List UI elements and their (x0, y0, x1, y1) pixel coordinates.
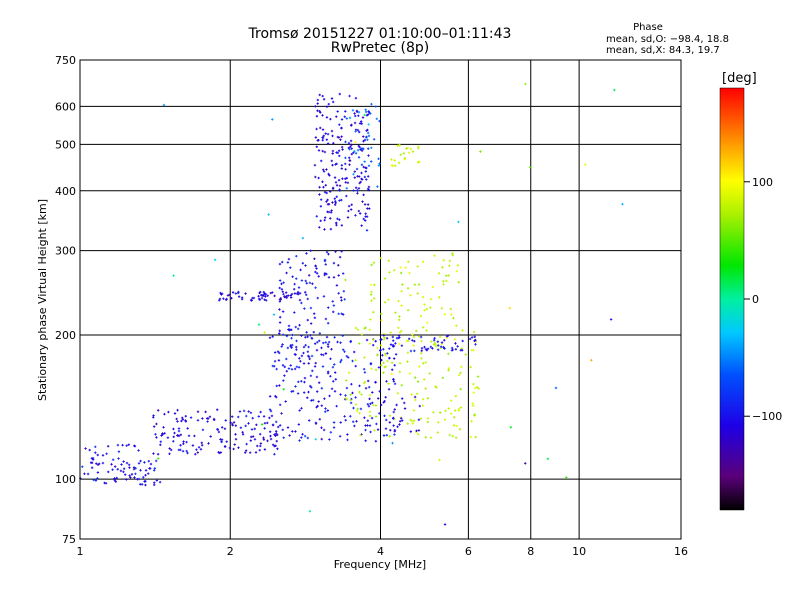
data-points (79, 82, 624, 526)
chart-subtitle: RwPretec (8p) (330, 40, 430, 56)
grid-lines (80, 60, 681, 539)
colorbar-tick-label: 100 (752, 176, 773, 189)
colorbar (719, 87, 745, 511)
phase-legend-x-mode: mean, sd,X: 84.3, 19.7 (606, 45, 720, 56)
axis-ticks: 1 2 4 6 8 10 16 75 100 200 300 400 500 600 750 (55, 54, 688, 558)
colorbar-ticks: 100 0 −100 (744, 176, 782, 423)
y-tick-label: 75 (62, 533, 76, 546)
colorbar-tick-label: 0 (752, 293, 759, 306)
colorbar-unit-label: [deg] (722, 71, 757, 86)
x-tick-label: 8 (527, 545, 534, 558)
x-tick-label: 4 (377, 545, 384, 558)
chart-title: Tromsø 20151227 01:10:00–01:11:43 (248, 26, 512, 42)
y-tick-label: 200 (55, 329, 76, 342)
x-tick-label: 16 (674, 545, 688, 558)
y-tick-label: 500 (55, 138, 76, 151)
phase-legend-o-mode: mean, sd,O: −98.4, 18.8 (606, 34, 729, 45)
y-axis-label: Stationary phase Virtual Height [km] (36, 199, 49, 401)
plot-frame (79, 59, 682, 540)
y-tick-label: 750 (55, 54, 76, 67)
y-tick-label: 300 (55, 245, 76, 258)
x-tick-label: 1 (77, 545, 84, 558)
y-tick-label: 100 (55, 473, 76, 486)
y-tick-label: 400 (55, 185, 76, 198)
x-tick-label: 10 (572, 545, 586, 558)
x-tick-label: 2 (227, 545, 234, 558)
x-axis-label: Frequency [MHz] (334, 558, 426, 571)
x-tick-label: 6 (465, 545, 472, 558)
y-tick-label: 600 (55, 100, 76, 113)
phase-legend-title: Phase (633, 22, 663, 33)
colorbar-tick-label: −100 (752, 410, 782, 423)
